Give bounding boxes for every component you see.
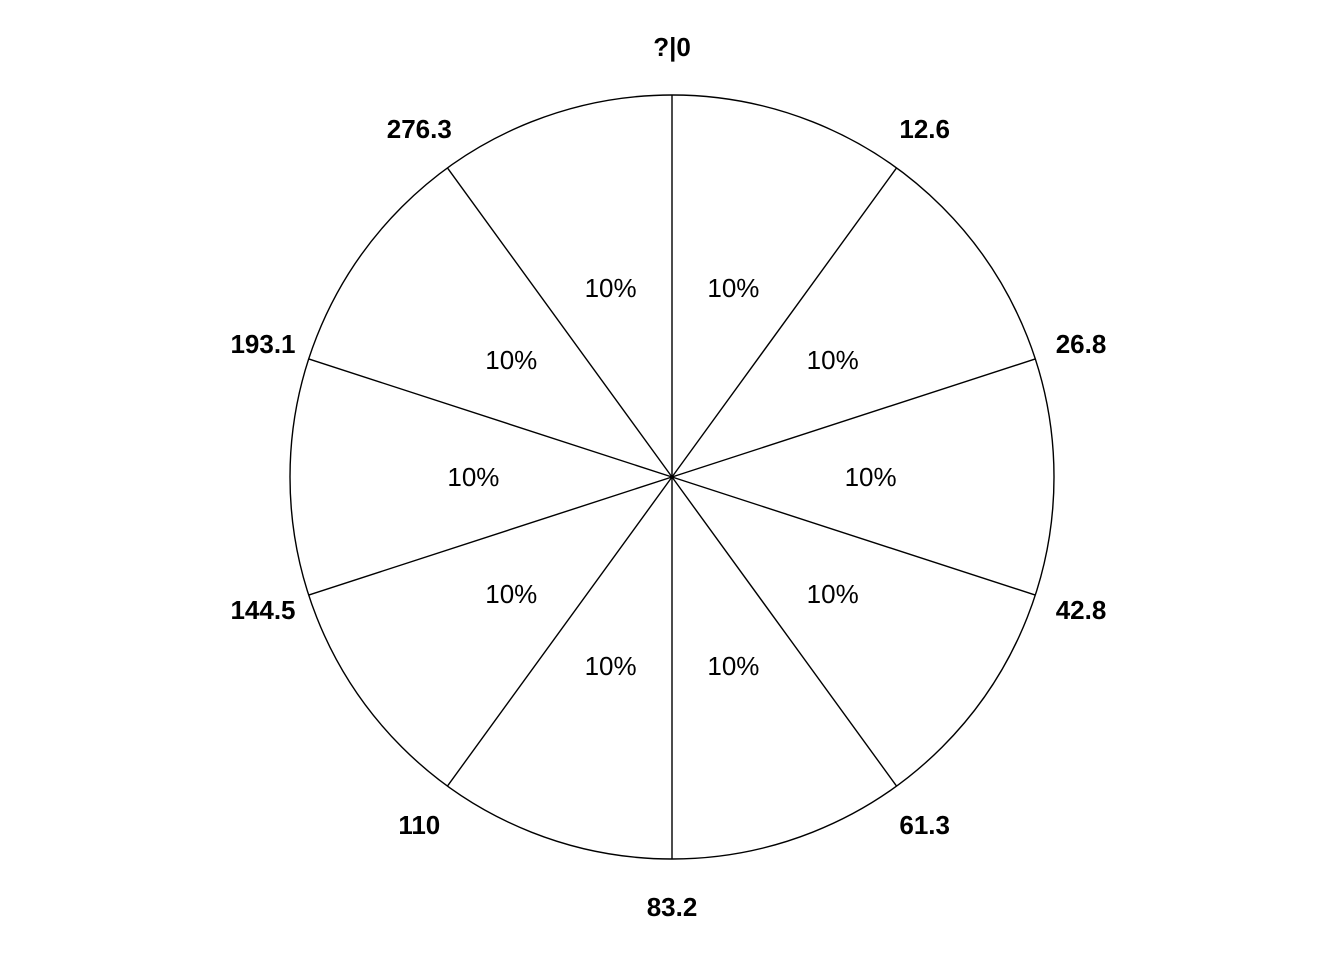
pie-slice-2 [671,167,898,478]
pie-slice-3 [671,358,1036,478]
pie-slice-8 [308,476,673,596]
pie-slice-5 [671,476,898,787]
slice-label-10: 10% [585,273,637,303]
slice-label-5: 10% [707,651,759,681]
slice-label-4: 10% [807,579,859,609]
pie-slice-9 [308,358,673,478]
boundary-label-1: ?|0 [653,32,691,62]
pie-slice-4 [671,476,1036,596]
slice-label-1: 10% [707,273,759,303]
boundary-label-6: 83.2 [647,892,698,922]
slice-label-6: 10% [585,651,637,681]
boundary-label-2: 12.6 [899,114,950,144]
slice-label-3: 10% [845,462,897,492]
boundary-label-10: 276.3 [387,114,452,144]
slice-label-7: 10% [485,579,537,609]
boundary-label-9: 193.1 [230,329,295,359]
boundary-label-7: 110 [398,810,440,840]
slice-labels: 10% 10% 10% 10% 10% 10% 10% 10% 10% 10% [447,273,896,681]
slice-label-8: 10% [447,462,499,492]
boundary-labels: ?|0 12.6 26.8 42.8 61.3 83.2 110 144.5 193.1 276.… [230,32,1106,922]
pie-slices [308,95,1036,859]
pie-slice-7 [446,476,673,787]
boundary-label-4: 42.8 [1056,595,1107,625]
pie-slice-10 [446,167,673,478]
slice-label-2: 10% [807,345,859,375]
boundary-label-3: 26.8 [1056,329,1107,359]
slice-label-9: 10% [485,345,537,375]
boundary-label-5: 61.3 [899,810,950,840]
boundary-label-8: 144.5 [230,595,295,625]
